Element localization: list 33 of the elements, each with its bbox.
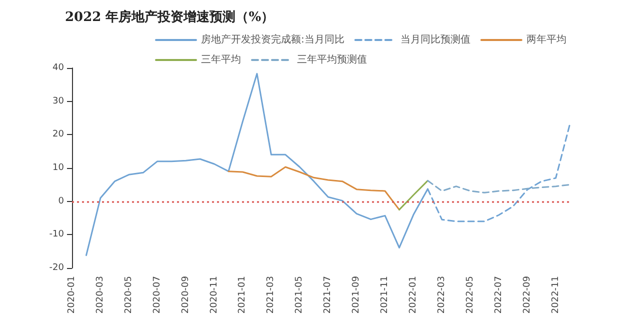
y-tick-label: 20 <box>52 130 64 140</box>
legend-label: 两年平均 <box>526 34 566 46</box>
y-tick-label: 0 <box>58 196 64 206</box>
x-tick-label: 2022-09 <box>522 276 532 314</box>
line-series <box>426 180 571 194</box>
legend-label: 当月同比预测值 <box>400 34 470 46</box>
x-tick-label: 2021-07 <box>323 276 334 314</box>
x-tick-label: 2022-11 <box>550 276 561 314</box>
x-tick-label: 2021-11 <box>380 276 390 314</box>
y-tick-label: -20 <box>49 263 64 273</box>
y-tick-label: 40 <box>52 63 64 73</box>
x-tick-label: 2022-03 <box>436 276 447 314</box>
line-series <box>228 166 400 210</box>
legend-label: 三年平均 <box>201 54 241 66</box>
x-tick-label: 2021-01 <box>238 276 248 314</box>
y-tick-label: -10 <box>49 230 64 240</box>
y-tick-label: 30 <box>52 96 64 106</box>
x-tick-label: 2021-03 <box>266 276 276 314</box>
legend-label: 三年平均预测值 <box>297 54 367 66</box>
x-tick-label: 2022-05 <box>465 276 476 314</box>
x-tick-label: 2020-05 <box>124 276 134 314</box>
x-tick-label: 2020-03 <box>95 276 106 314</box>
x-tick-label: 2020-11 <box>209 276 220 314</box>
x-tick-label: 2022-01 <box>408 276 418 314</box>
x-tick-label: 2020-07 <box>152 276 162 314</box>
legend-label: 房地产开发投资完成额:当月同比 <box>201 34 344 46</box>
x-tick-label: 2020-09 <box>180 276 191 314</box>
y-tick-label: 10 <box>52 163 64 173</box>
x-tick-label: 2021-05 <box>294 276 305 314</box>
x-tick-label: 2022-07 <box>494 276 504 314</box>
x-tick-label: 2020-01 <box>67 276 77 314</box>
x-tick-label: 2021-09 <box>352 276 362 314</box>
chart-title: 2022 年房地产投资增速预测（%） <box>65 9 274 25</box>
